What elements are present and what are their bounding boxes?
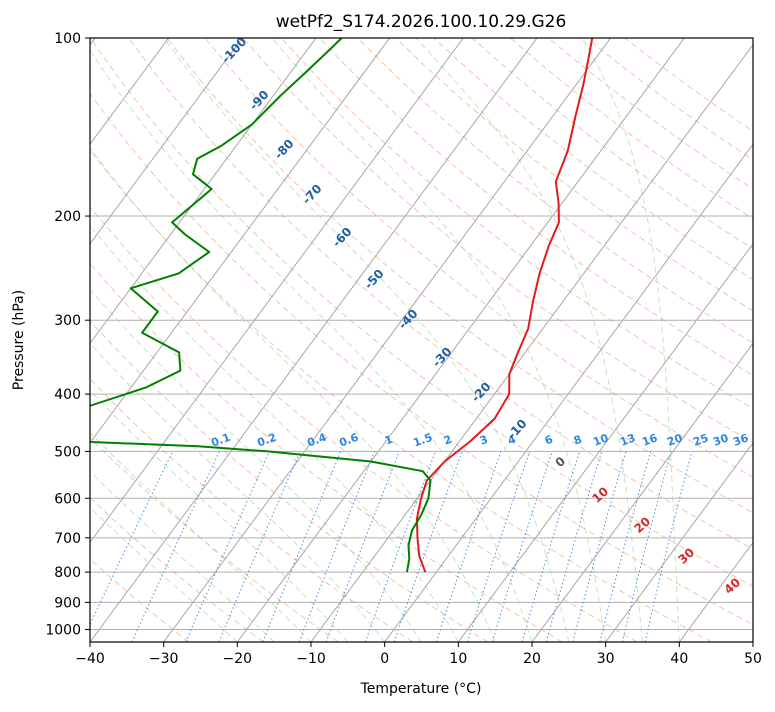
y-tick-label: 700: [54, 531, 81, 547]
x-tick-label: 30: [597, 651, 615, 667]
y-tick-label: 400: [54, 387, 81, 403]
y-tick-label: 900: [54, 595, 81, 611]
x-tick-label: 50: [744, 651, 762, 667]
y-tick-label: 500: [54, 444, 81, 460]
y-tick-label: 100: [54, 31, 81, 47]
x-tick-label: −20: [223, 651, 253, 667]
x-tick-label: 10: [449, 651, 467, 667]
y-tick-label: 600: [54, 491, 81, 507]
x-tick-label: −30: [149, 651, 179, 667]
y-axis-label: Pressure (hPa): [11, 290, 27, 390]
x-tick-label: 20: [523, 651, 541, 667]
x-tick-label: 40: [670, 651, 688, 667]
y-tick-label: 800: [54, 565, 81, 581]
y-tick-label: 300: [54, 313, 81, 329]
x-tick-label: −40: [75, 651, 105, 667]
chart-title: wetPf2_S174.2026.100.10.29.G26: [276, 12, 567, 32]
y-tick-label: 200: [54, 209, 81, 225]
y-tick-label: 1000: [45, 622, 81, 638]
x-tick-label: −10: [296, 651, 326, 667]
x-axis-label: Temperature (°C): [360, 681, 482, 697]
x-tick-label: 0: [380, 651, 389, 667]
